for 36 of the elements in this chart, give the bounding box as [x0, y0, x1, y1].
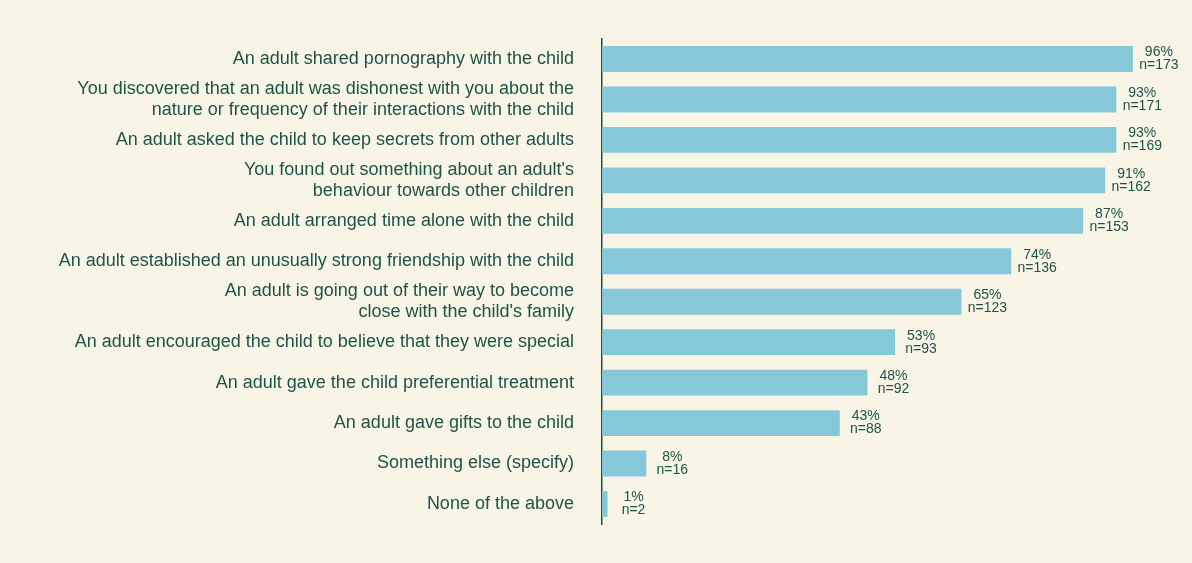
y-tick-label: An adult established an unusually strong friendship with the child — [58, 250, 574, 271]
data-label: 93% n=171 — [1122, 83, 1163, 113]
data-label: 8% n=16 — [656, 447, 689, 477]
bar — [602, 329, 896, 356]
y-tick-label: An adult asked the child to keep secrets from other adults — [115, 128, 574, 149]
data-label: 43% n=88 — [850, 407, 882, 437]
y-tick-label: An adult gave the child preferential treatment — [215, 371, 574, 392]
data-label: 48% n=92 — [877, 366, 910, 396]
data-label: 53% n=93 — [905, 326, 938, 356]
y-tick-label: You discovered that an adult was dishonest with you about the nature or frequency of their interactions with the child — [77, 77, 574, 120]
y-tick-label: An adult arranged time alone with the child — [233, 209, 574, 230]
bar — [602, 410, 840, 437]
y-tick-label: An adult is going out of their way to become close with the child's family — [224, 279, 574, 322]
data-label: 93% n=169 — [1122, 124, 1163, 154]
bar — [602, 369, 868, 396]
bar — [602, 86, 1117, 113]
data-label: 1% n=2 — [621, 488, 646, 518]
bar — [602, 126, 1117, 153]
y-tick-label: You found out something about an adult's behaviour towards other children — [243, 158, 574, 201]
bar — [602, 46, 1133, 72]
data-label: 74% n=136 — [1017, 245, 1058, 275]
bar — [602, 450, 647, 477]
y-tick-label: None of the above — [426, 492, 574, 513]
data-label: 96% n=173 — [1139, 43, 1179, 73]
data-label: 65% n=123 — [967, 286, 1008, 316]
data-label: 91% n=162 — [1111, 164, 1152, 194]
bar — [602, 248, 1012, 275]
bar — [602, 491, 608, 517]
bar — [602, 207, 1084, 234]
y-tick-label: Something else (specify) — [376, 452, 574, 473]
bar — [602, 288, 962, 315]
data-label: 87% n=153 — [1089, 205, 1129, 235]
y-tick-label: An adult gave gifts to the child — [333, 412, 574, 433]
y-tick-label: An adult shared pornography with the child — [232, 47, 574, 68]
bar — [602, 167, 1106, 194]
y-tick-label: An adult encouraged the child to believe that they were special — [74, 331, 574, 352]
